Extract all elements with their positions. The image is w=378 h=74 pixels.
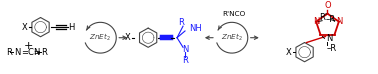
Text: R: R — [178, 18, 184, 27]
Text: R: R — [6, 48, 12, 57]
Text: X: X — [22, 23, 28, 32]
Text: N: N — [313, 17, 319, 26]
Text: –R: –R — [326, 15, 336, 24]
Text: NH: NH — [189, 24, 202, 33]
Text: N: N — [34, 48, 40, 57]
Text: N: N — [14, 48, 20, 57]
Text: ZnEt$_2$: ZnEt$_2$ — [90, 32, 111, 43]
Text: R': R' — [319, 13, 327, 22]
Text: ZnEt$_2$: ZnEt$_2$ — [221, 32, 243, 43]
Text: X: X — [124, 33, 130, 42]
Text: –R: –R — [327, 44, 336, 53]
Text: O: O — [324, 1, 331, 10]
Text: N: N — [327, 34, 333, 43]
Text: +: + — [24, 41, 33, 51]
Text: R: R — [42, 48, 47, 57]
Text: R: R — [182, 56, 188, 65]
Text: R'NCO: R'NCO — [222, 11, 245, 17]
Text: N: N — [182, 45, 188, 54]
Text: X: X — [286, 48, 291, 57]
Text: H: H — [68, 23, 74, 32]
Text: N: N — [336, 17, 342, 26]
Text: =C=: =C= — [21, 48, 40, 57]
